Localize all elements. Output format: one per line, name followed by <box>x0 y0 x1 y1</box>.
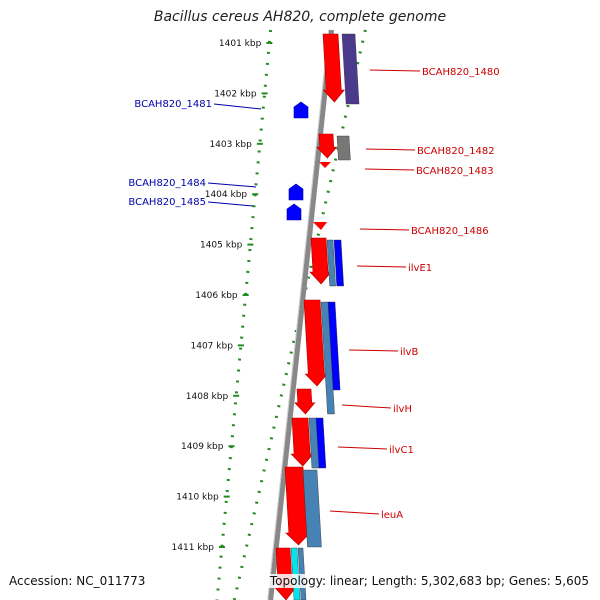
gene-label-leader <box>364 168 415 171</box>
gene-label[interactable]: BCAH820_1486 <box>411 226 489 237</box>
gene-label[interactable]: BCAH820_1485 <box>128 197 206 208</box>
tick-label: 1405 kbp <box>200 241 243 251</box>
gene-arrow[interactable] <box>309 237 332 285</box>
accession-label: Accession: NC_011773 <box>9 574 146 588</box>
gene-arrow[interactable] <box>313 222 327 230</box>
gene-arrow[interactable] <box>288 183 304 201</box>
feature-block[interactable] <box>341 33 360 105</box>
gene-label-leader <box>341 404 392 409</box>
gene-label-leader <box>207 182 257 188</box>
tick-label: 1406 kbp <box>195 291 238 301</box>
tick-label: 1402 kbp <box>214 89 257 99</box>
gene-label-leader <box>356 265 407 268</box>
gene-arrow[interactable] <box>303 299 328 387</box>
gene-label[interactable]: ilvC1 <box>389 445 414 456</box>
gene-arrow[interactable] <box>290 417 314 467</box>
gene-label[interactable]: ilvE1 <box>408 263 432 274</box>
tick-label: 1409 kbp <box>181 442 224 452</box>
gene-label[interactable]: BCAH820_1482 <box>417 146 495 157</box>
genome-backbone-shadow <box>267 29 330 600</box>
gene-label-leader <box>348 349 399 352</box>
gene-label[interactable]: BCAH820_1483 <box>416 166 494 177</box>
tick-dotted-line-left <box>215 29 273 600</box>
tick-label: 1410 kbp <box>176 493 219 503</box>
feature-block[interactable] <box>315 417 327 469</box>
feature-block[interactable] <box>302 469 322 548</box>
gene-label[interactable]: ilvB <box>400 347 418 358</box>
gene-label[interactable]: BCAH820_1481 <box>134 99 212 110</box>
feature-block[interactable] <box>320 301 335 415</box>
feature-block[interactable] <box>326 239 336 287</box>
tick-label: 1404 kbp <box>205 190 248 200</box>
tick-label: 1403 kbp <box>209 140 252 150</box>
feature-block[interactable] <box>333 239 344 287</box>
gene-label-leader <box>359 228 410 231</box>
gene-arrow[interactable] <box>286 203 302 221</box>
genome-backbone <box>268 29 335 600</box>
feature-block[interactable] <box>336 135 351 161</box>
gene-arrow[interactable] <box>316 133 338 159</box>
gene-label-leader <box>207 201 254 207</box>
gene-label[interactable]: ilvH <box>393 404 412 415</box>
gene-label-leader <box>213 103 262 110</box>
gene-label-leader <box>329 510 380 515</box>
gene-label[interactable]: BCAH820_1484 <box>128 178 206 189</box>
gene-label-leader <box>365 148 416 151</box>
genome-title: Bacillus cereus AH820, complete genome <box>153 9 447 25</box>
gene-arrow[interactable] <box>319 162 331 168</box>
gene-arrow[interactable] <box>293 101 309 119</box>
genome-summary: Topology: linear; Length: 5,302,683 bp; … <box>267 574 591 588</box>
gene-arrow[interactable] <box>322 33 345 103</box>
gene-label-leader <box>369 69 421 72</box>
gene-label[interactable]: BCAH820_1480 <box>422 67 500 78</box>
gene-label[interactable]: leuA <box>381 510 403 521</box>
gene-arrow[interactable] <box>294 388 316 415</box>
tick-label: 1408 kbp <box>186 392 229 402</box>
gene-label-leader <box>337 446 388 450</box>
tick-label: 1401 kbp <box>219 39 262 49</box>
tick-label: 1411 kbp <box>172 543 215 553</box>
feature-block[interactable] <box>327 301 341 391</box>
tick-label: 1407 kbp <box>191 341 234 351</box>
